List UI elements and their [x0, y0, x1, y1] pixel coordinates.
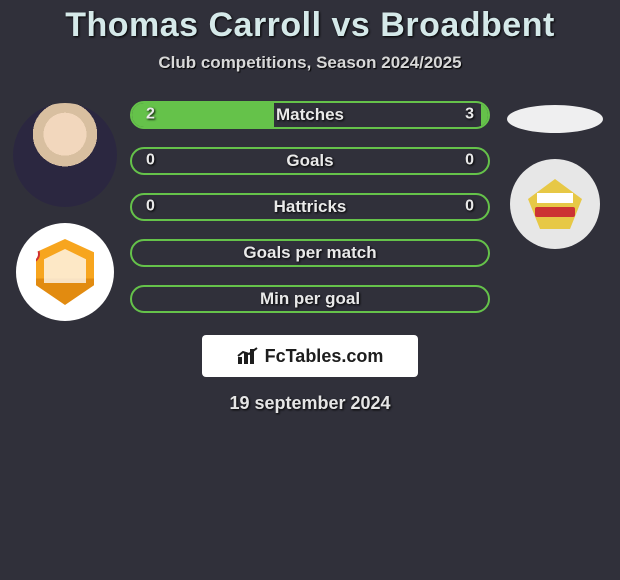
stat-label: Goals per match [243, 243, 376, 263]
stat-bar-min_per_goal: Min per goal [130, 285, 490, 313]
comparison-infographic: Thomas Carroll vs Broadbent Club competi… [0, 0, 620, 414]
page-subtitle: Club competitions, Season 2024/2025 [0, 53, 620, 73]
player2-column [490, 93, 620, 249]
stat-bar-goals: 0 Goals 0 [130, 147, 490, 175]
player1-column [0, 93, 130, 321]
stat-value-left: 2 [146, 106, 155, 124]
watermark-text: FcTables.com [265, 346, 384, 367]
player2-photo [507, 105, 603, 133]
stat-value-left: 0 [146, 152, 155, 170]
stat-value-right: 3 [465, 106, 474, 124]
stat-label: Min per goal [260, 289, 360, 309]
player1-club-badge [16, 223, 114, 321]
player1-photo [13, 103, 117, 207]
stat-value-right: 0 [465, 152, 474, 170]
stat-label: Goals [286, 151, 333, 171]
main-row: 2 Matches 3 0 Goals 0 0 Hattricks 0 Goals per mat… [0, 93, 620, 331]
stat-fill-right [481, 103, 488, 127]
player2-club-badge [510, 159, 600, 249]
stat-value-right: 0 [465, 198, 474, 216]
stat-bars: 2 Matches 3 0 Goals 0 0 Hattricks 0 Goals per mat… [130, 93, 490, 331]
date-text: 19 september 2024 [0, 393, 620, 414]
stat-value-left: 0 [146, 198, 155, 216]
chart-icon [237, 347, 259, 365]
stat-label: Matches [276, 105, 344, 125]
stat-bar-hattricks: 0 Hattricks 0 [130, 193, 490, 221]
page-title: Thomas Carroll vs Broadbent [0, 6, 620, 45]
stat-label: Hattricks [274, 197, 347, 217]
watermark: FcTables.com [202, 335, 418, 377]
stat-bar-matches: 2 Matches 3 [130, 101, 490, 129]
stat-bar-goals_per_match: Goals per match [130, 239, 490, 267]
